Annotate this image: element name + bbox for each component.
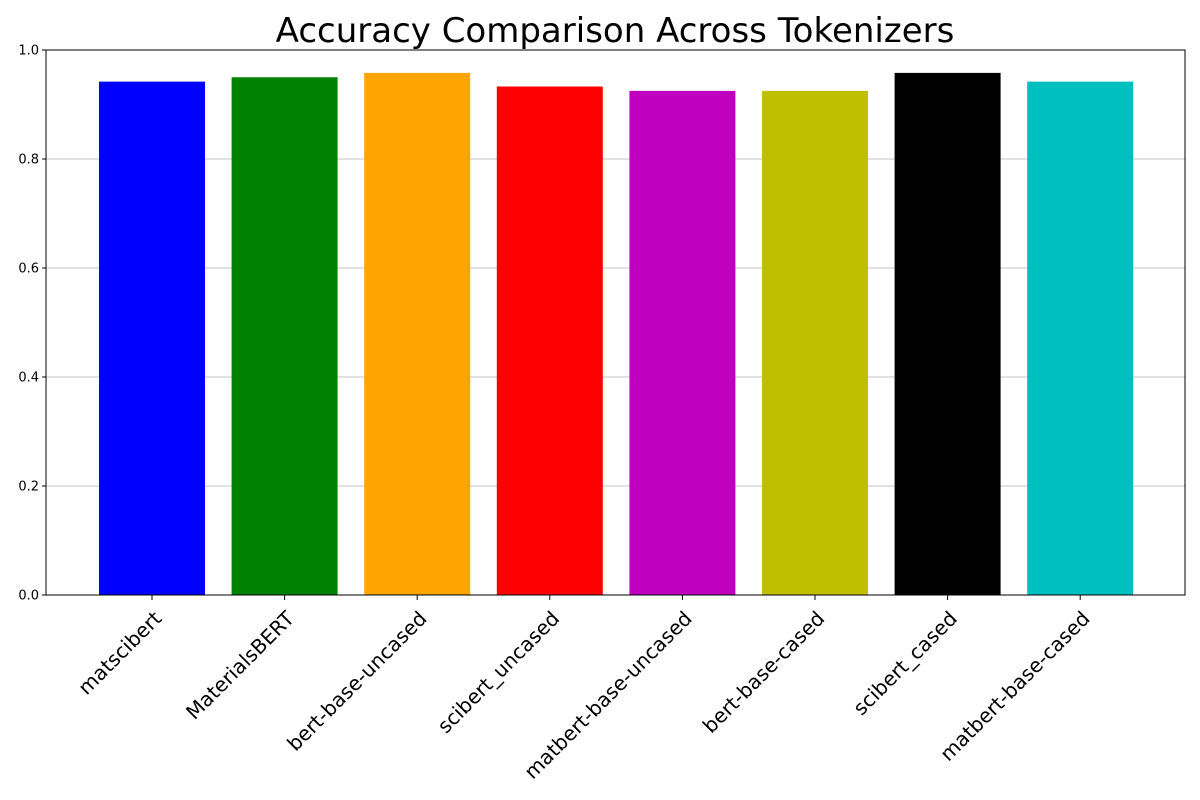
y-tick-label: 0.8 [18,153,39,168]
bar-scibert_uncased [496,86,603,595]
y-tick-label: 0.0 [18,589,39,604]
chart-title: Accuracy Comparison Across Tokenizers [276,11,955,51]
bar-matscibert [99,81,205,596]
x-tick-label: matbert-base-cased [935,606,1094,765]
bar-matbert-base-cased [1027,81,1134,596]
bar-MaterialsBERT [231,77,338,595]
x-tick-label: scibert_cased [848,606,962,720]
x-tick-label: bert-base-cased [698,606,829,737]
grid-lines [46,49,1185,596]
bar-bert-base-cased [762,90,868,595]
bars [99,72,1134,596]
y-tick-label: 0.4 [18,371,39,386]
bar-bert-base-uncased [364,72,471,595]
x-tick-label: matscibert [73,606,166,699]
y-axis: 0.0 0.2 0.4 0.6 0.8 1.0 [18,44,46,604]
bar-scibert_cased [894,72,1001,595]
y-tick-label: 1.0 [18,44,39,59]
x-tick-label: bert-base-uncased [282,606,431,755]
x-tick-label: scibert_uncased [433,606,565,738]
x-tick-label: MaterialsBERT [181,606,299,724]
axes-frame [45,49,1186,596]
bar-matbert-base-uncased [629,90,736,595]
y-tick-label: 0.2 [18,480,39,495]
x-axis: matscibert MaterialsBERTbert-base-uncased… [73,595,1094,784]
y-tick-label: 0.6 [18,262,39,277]
